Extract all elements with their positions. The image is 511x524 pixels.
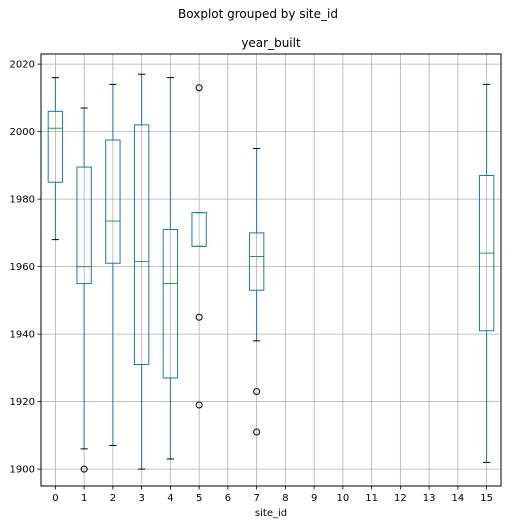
grid [41,54,501,486]
y-tick-label: 1900 [10,465,35,476]
x-tick-label: 7 [253,493,259,504]
y-tick-label: 1920 [10,397,35,408]
box-5 [191,84,207,409]
x-tick-label: 8 [282,493,288,504]
box-15 [478,83,495,463]
flier-point [80,465,88,473]
y-tick-label: 2020 [10,60,35,71]
boxes [47,73,495,473]
flier-point [195,313,203,321]
y-tick-label: 1940 [10,330,35,341]
flier-point [253,428,261,436]
flier-point [253,388,261,395]
box-3 [133,73,150,470]
x-tick-label: 9 [311,493,317,504]
x-tick-label: 3 [138,493,144,504]
iqr-box [133,124,150,365]
x-tick-label: 6 [225,493,231,504]
x-axis-label: site_id [255,508,287,519]
iqr-box [76,166,92,284]
x-tick-label: 4 [167,493,173,504]
iqr-box [105,139,121,264]
x-tick-label: 10 [337,493,350,504]
x-tick-label: 5 [196,493,202,504]
y-tick-label: 2000 [10,127,35,138]
box-0 [47,77,64,241]
y-tick-label: 1980 [10,195,35,206]
iqr-box [162,229,179,379]
x-tick-label: 12 [394,493,407,504]
x-tick-label: 2 [110,493,116,504]
x-axis: 0 1 2 3 4 5 6 7 8 9 10 11 12 13 14 15 [52,486,493,504]
box-1 [76,107,92,473]
plot-frame [40,53,502,487]
flier-point [195,84,203,92]
box-4 [162,77,179,460]
y-axis: 1900 1920 1940 1960 1980 2000 2020 [10,60,41,476]
box-7 [248,148,265,436]
y-tick-label: 1960 [10,262,35,273]
axes-title: year_built [241,36,301,50]
x-tick-label: 1 [81,493,87,504]
x-tick-label: 15 [480,493,493,504]
x-tick-label: 0 [52,493,58,504]
x-tick-label: 14 [452,493,465,504]
iqr-box [248,232,265,291]
x-tick-label: 13 [423,493,436,504]
flier-point [195,401,203,409]
box-2 [105,83,121,446]
iqr-box [47,110,64,183]
x-tick-label: 11 [365,493,378,504]
figure-suptitle: Boxplot grouped by site_id [178,7,338,21]
